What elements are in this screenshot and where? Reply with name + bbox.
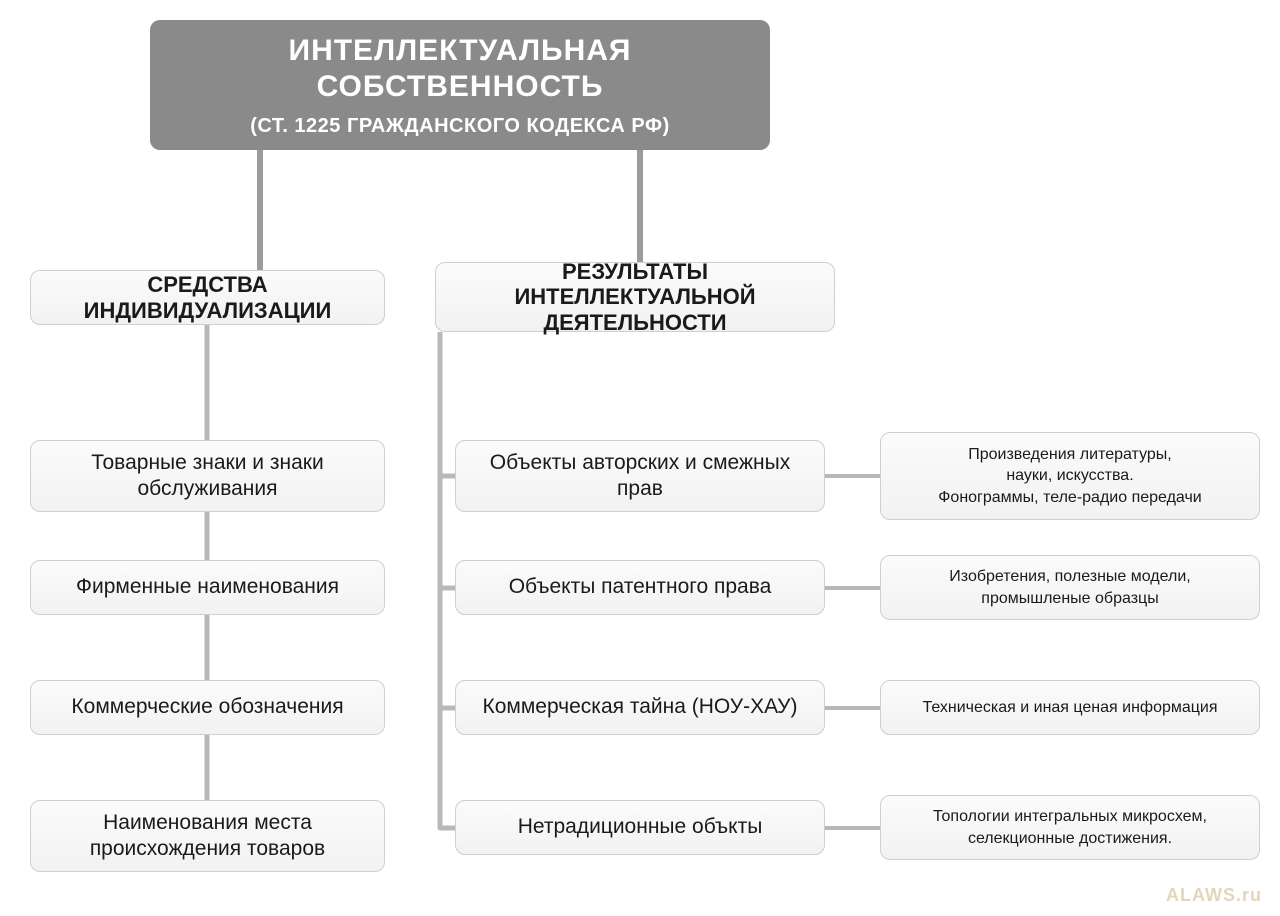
- right-detail-0: Произведения литературы, науки, искусств…: [880, 432, 1260, 520]
- right-detail-3-label: Топологии интегральных микросхем, селекц…: [895, 806, 1245, 849]
- root-title: ИНТЕЛЛЕКТУАЛЬНАЯ СОБСТВЕННОСТЬ: [170, 33, 750, 105]
- right-item-1: Объекты патентного права: [455, 560, 825, 615]
- left-item-3-label: Наименования места происхождения товаров: [45, 810, 370, 863]
- left-item-2-label: Коммерческие обозначения: [71, 694, 343, 720]
- left-item-0-label: Товарные знаки и знаки обслуживания: [45, 450, 370, 503]
- right-detail-0-label: Произведения литературы, науки, искусств…: [938, 444, 1201, 509]
- left-item-1-label: Фирменные наименования: [76, 574, 339, 600]
- root-subtitle: (СТ. 1225 ГРАЖДАНСКОГО КОДЕКСА РФ): [250, 115, 669, 138]
- right-detail-3: Топологии интегральных микросхем, селекц…: [880, 795, 1260, 860]
- branch-left-head: СРЕДСТВА ИНДИВИДУАЛИЗАЦИИ: [30, 270, 385, 325]
- right-detail-2: Техническая и иная ценая информация: [880, 680, 1260, 735]
- left-item-3: Наименования места происхождения товаров: [30, 800, 385, 872]
- branch-right-head-label: РЕЗУЛЬТАТЫ ИНТЕЛЛЕКТУАЛЬНОЙ ДЕЯТЕЛЬНОСТИ: [450, 259, 820, 335]
- right-item-0-label: Объекты авторских и смежных прав: [470, 450, 810, 503]
- root-node: ИНТЕЛЛЕКТУАЛЬНАЯ СОБСТВЕННОСТЬ (СТ. 1225…: [150, 20, 770, 150]
- branch-right-head: РЕЗУЛЬТАТЫ ИНТЕЛЛЕКТУАЛЬНОЙ ДЕЯТЕЛЬНОСТИ: [435, 262, 835, 332]
- branch-left-head-label: СРЕДСТВА ИНДИВИДУАЛИЗАЦИИ: [45, 272, 370, 323]
- right-item-3: Нетрадиционные объкты: [455, 800, 825, 855]
- right-item-2-label: Коммерческая тайна (НОУ-ХАУ): [482, 694, 797, 720]
- left-item-1: Фирменные наименования: [30, 560, 385, 615]
- right-item-1-label: Объекты патентного права: [509, 574, 772, 600]
- right-item-2: Коммерческая тайна (НОУ-ХАУ): [455, 680, 825, 735]
- left-item-2: Коммерческие обозначения: [30, 680, 385, 735]
- right-detail-2-label: Техническая и иная ценая информация: [922, 697, 1217, 719]
- right-item-0: Объекты авторских и смежных прав: [455, 440, 825, 512]
- right-detail-1-label: Изобретения, полезные модели, промышлены…: [895, 566, 1245, 609]
- right-item-3-label: Нетрадиционные объкты: [518, 814, 763, 840]
- watermark: ALAWS.ru: [1166, 885, 1262, 906]
- left-item-0: Товарные знаки и знаки обслуживания: [30, 440, 385, 512]
- right-detail-1: Изобретения, полезные модели, промышлены…: [880, 555, 1260, 620]
